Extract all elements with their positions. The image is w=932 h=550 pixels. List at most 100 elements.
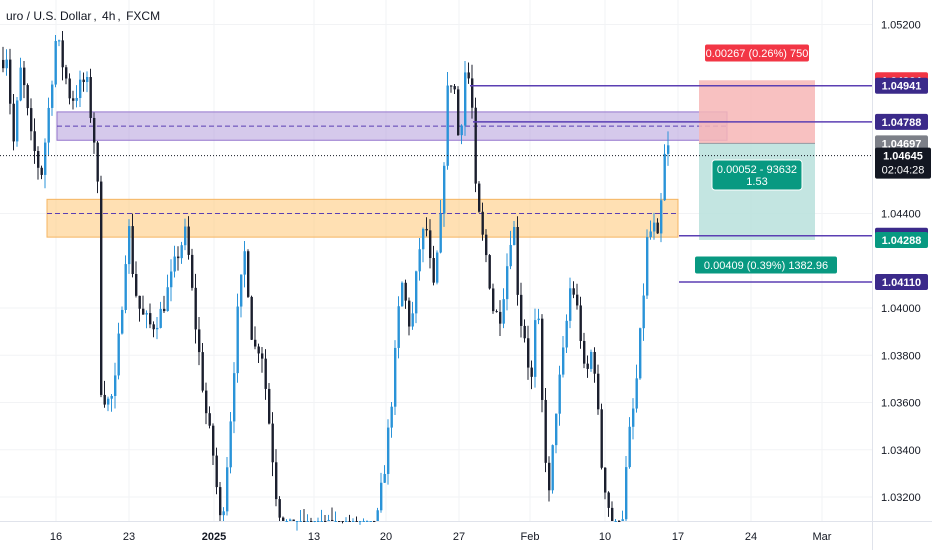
candle xyxy=(282,516,285,521)
symbol-name: uro / U.S. Dollar xyxy=(6,9,92,23)
candle-body xyxy=(618,521,621,522)
candle-body xyxy=(348,521,351,522)
candle xyxy=(569,277,572,329)
candle-body xyxy=(387,427,390,474)
candle-body xyxy=(369,521,372,522)
candle-body xyxy=(72,98,75,101)
candle xyxy=(331,507,334,521)
candle xyxy=(600,403,603,470)
candle-body xyxy=(558,374,561,414)
candle-body xyxy=(443,165,446,214)
current-price-bg xyxy=(875,147,931,179)
candle xyxy=(401,281,404,307)
candle xyxy=(593,347,596,383)
candle xyxy=(338,521,341,522)
candle-body xyxy=(19,67,22,101)
candle xyxy=(548,456,551,502)
candle xyxy=(12,94,15,151)
candle-body xyxy=(191,254,194,288)
candle-body xyxy=(327,519,330,521)
candle xyxy=(527,325,530,380)
candle xyxy=(653,212,656,240)
candle xyxy=(628,417,631,469)
candle xyxy=(366,520,369,522)
candle-body xyxy=(282,517,285,521)
candle xyxy=(275,449,278,507)
candle xyxy=(586,355,589,378)
candle-body xyxy=(583,340,586,364)
candle-body xyxy=(537,318,540,321)
candle xyxy=(254,326,257,350)
candle-body xyxy=(642,295,645,329)
zone-demand xyxy=(46,198,679,238)
candle xyxy=(460,124,463,145)
candle xyxy=(16,97,19,147)
candle xyxy=(509,230,512,270)
candle xyxy=(383,465,386,483)
axis-label-text: 1.04941 xyxy=(882,81,922,93)
candle xyxy=(376,507,379,521)
candle-body xyxy=(201,352,204,391)
candle-body xyxy=(513,227,516,245)
candle-body xyxy=(345,521,348,522)
candle xyxy=(5,49,8,76)
candle xyxy=(495,309,498,313)
candle xyxy=(170,259,173,302)
axis-label-text: 1.04110 xyxy=(882,277,921,289)
candle-body xyxy=(439,213,442,253)
candle xyxy=(261,346,264,373)
candle xyxy=(65,64,68,85)
candle xyxy=(436,250,439,285)
current-price-text: 1.04645 xyxy=(883,151,923,163)
candle-body xyxy=(306,521,309,522)
candle-body xyxy=(9,59,12,104)
candle xyxy=(128,219,131,274)
price-tick-label: 1.03400 xyxy=(881,445,921,457)
candle xyxy=(138,295,141,322)
candle xyxy=(663,144,666,201)
price-tick-label: 1.03800 xyxy=(881,350,921,362)
candle xyxy=(562,335,565,378)
candle xyxy=(429,219,432,269)
candle xyxy=(303,508,306,522)
candle-body xyxy=(541,318,544,400)
candle xyxy=(607,491,610,517)
candle-body xyxy=(397,306,400,348)
candle xyxy=(177,246,180,271)
countdown-text: 02:04:28 xyxy=(882,165,925,177)
candle xyxy=(660,192,663,243)
candle xyxy=(243,240,246,288)
candle xyxy=(499,300,502,336)
candle xyxy=(215,447,218,495)
candle xyxy=(541,314,544,413)
candle-body xyxy=(261,353,264,359)
candle xyxy=(110,394,113,412)
candle-body xyxy=(471,78,474,108)
candle xyxy=(387,419,390,485)
candle xyxy=(44,138,47,189)
candle xyxy=(411,301,414,330)
candle-body xyxy=(47,107,50,143)
candle xyxy=(604,467,607,500)
candle xyxy=(506,253,509,311)
candle xyxy=(100,175,103,398)
candle-body xyxy=(390,406,393,428)
candle-body xyxy=(44,142,47,175)
candle-body xyxy=(96,142,99,182)
candle xyxy=(485,229,488,263)
price-tick-label: 1.05200 xyxy=(881,20,921,32)
candle-body xyxy=(579,305,582,341)
time-tick-label: 10 xyxy=(599,531,611,543)
interval-label[interactable]: 4h xyxy=(102,9,116,23)
candle-body xyxy=(240,274,243,307)
candle-body xyxy=(467,72,470,79)
candle xyxy=(443,162,446,227)
candle-body xyxy=(446,85,449,166)
symbol-title[interactable]: uro / U.S. Dollar, 4h, FXCM xyxy=(6,9,161,23)
candle xyxy=(502,288,505,329)
candle xyxy=(247,249,250,299)
candle-body xyxy=(425,228,428,231)
candle xyxy=(131,213,134,278)
candle-body xyxy=(621,519,624,521)
